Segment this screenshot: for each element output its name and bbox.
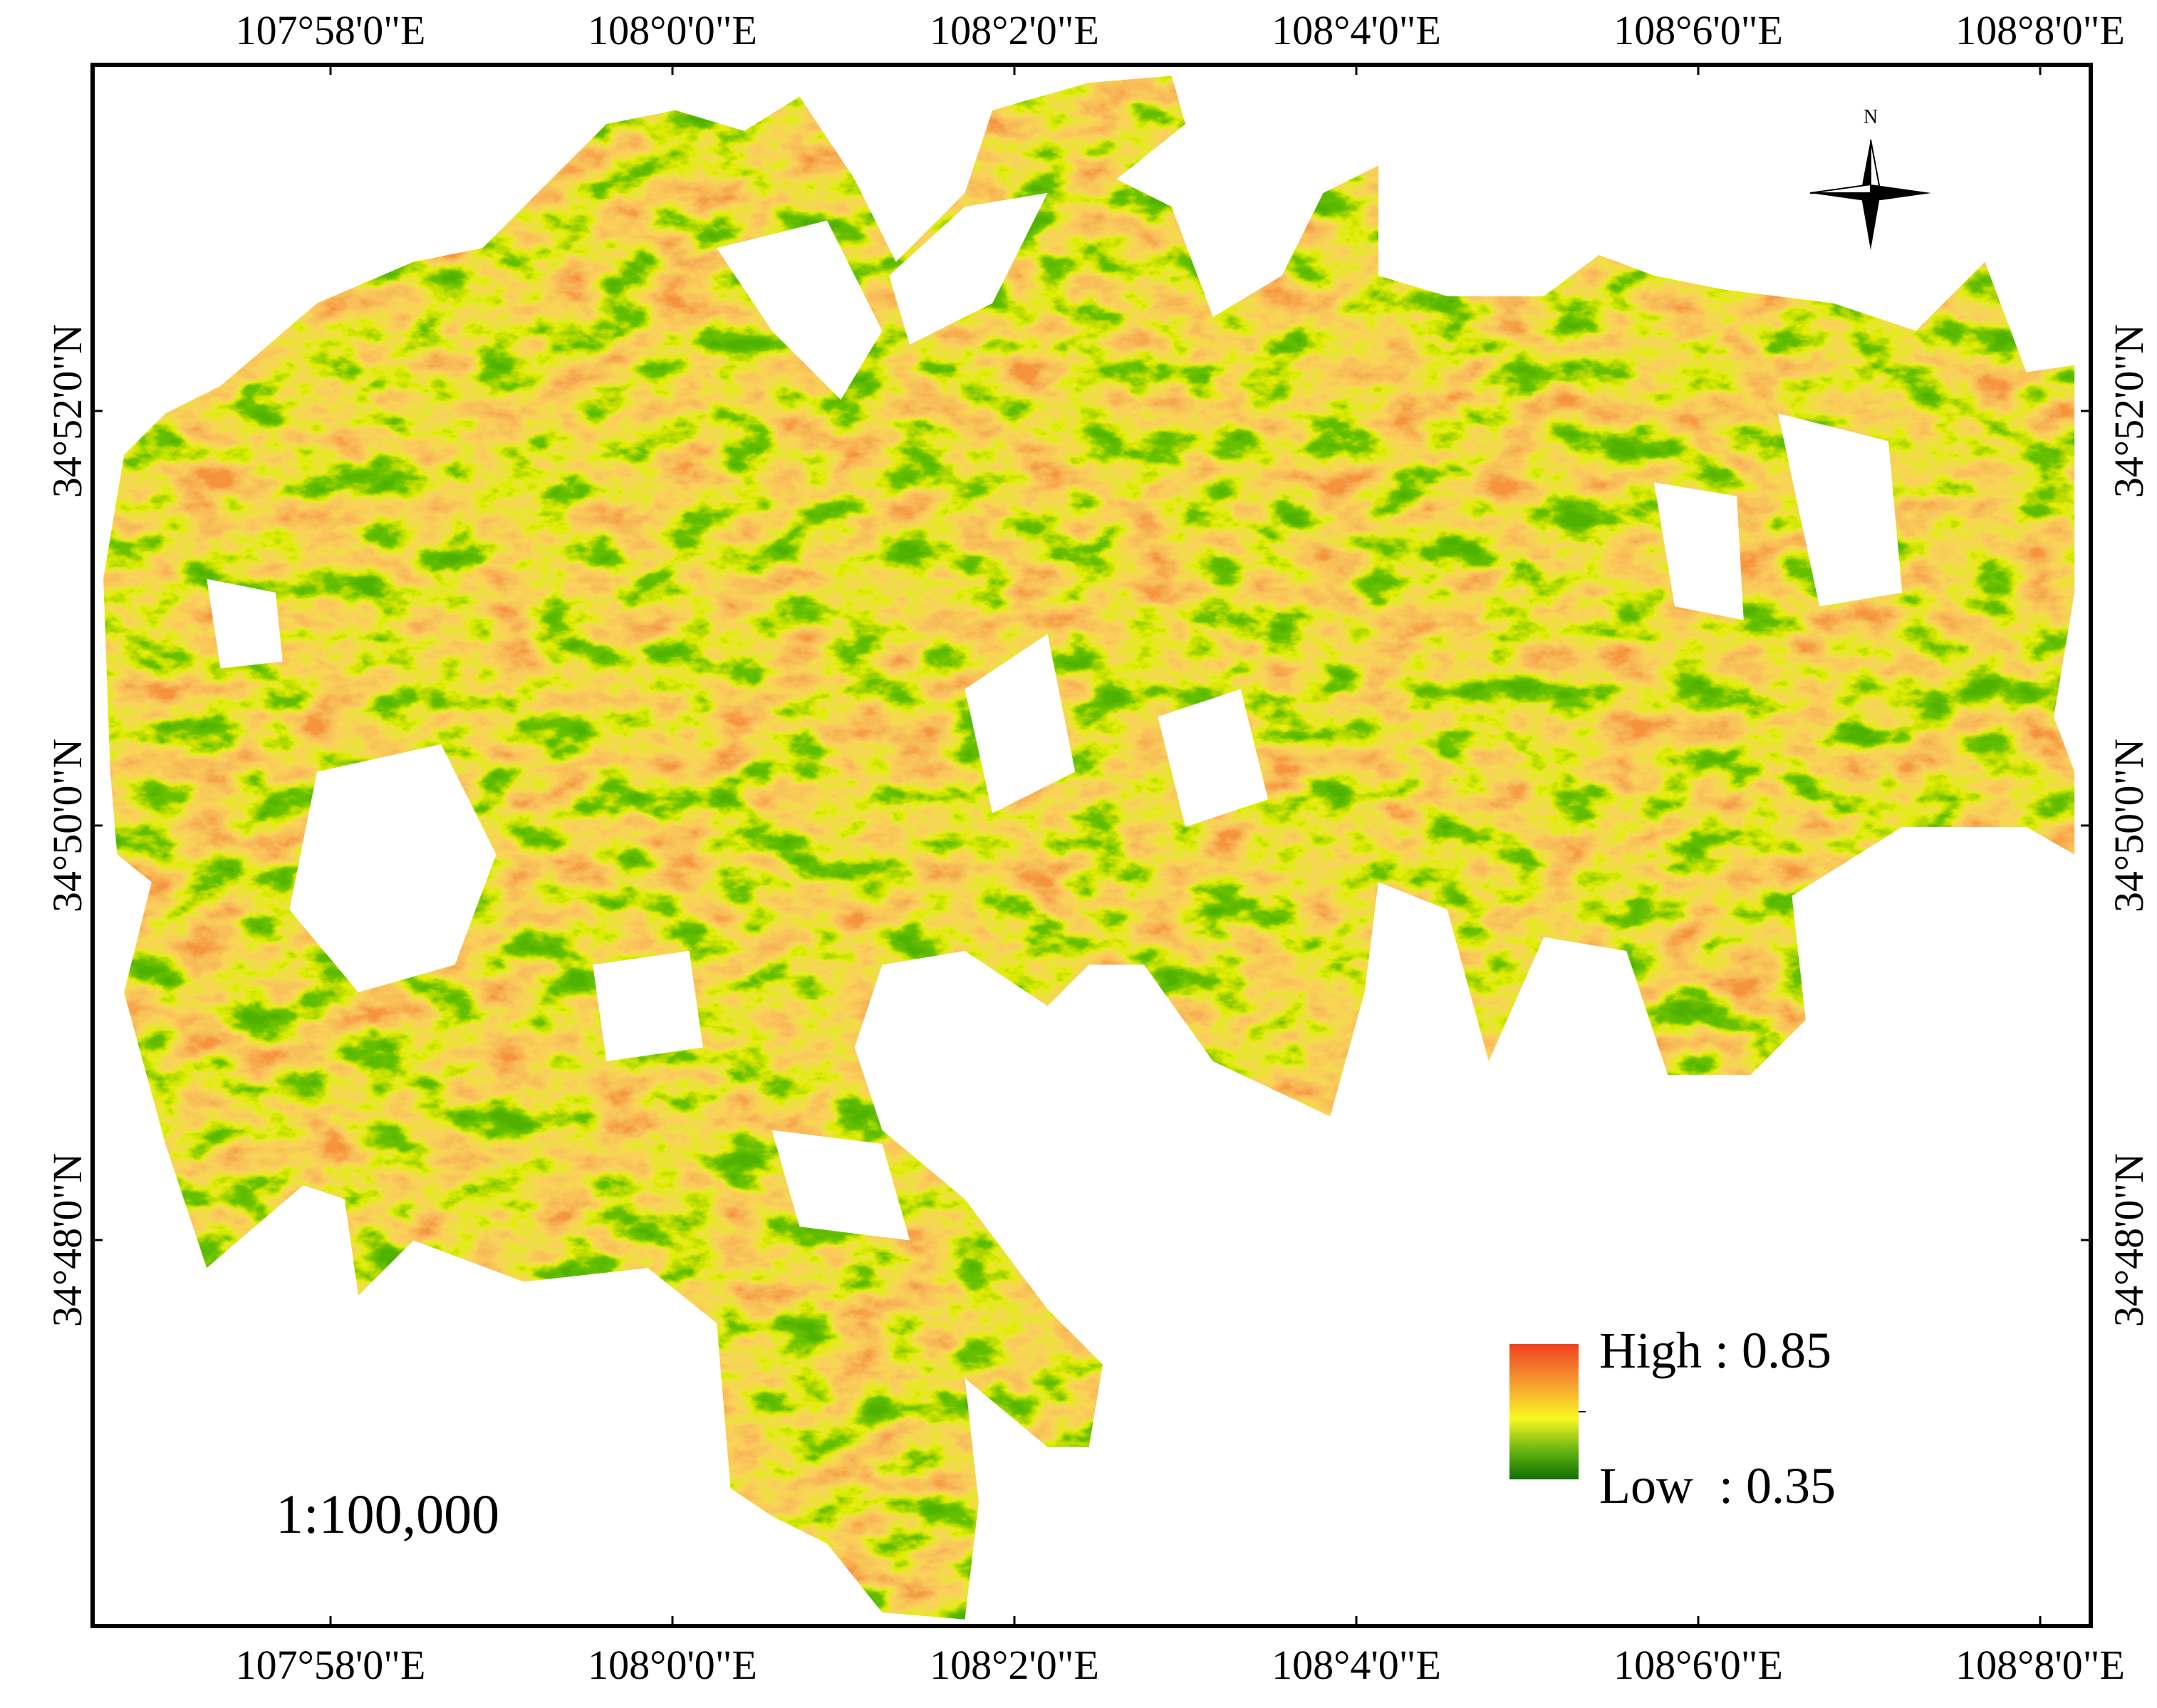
longitude-label: 108°2'0"E (930, 7, 1099, 53)
legend: High : 0.85 Low : 0.35 (1509, 1322, 1836, 1514)
legend-high: High : 0.85 (1599, 1322, 1831, 1379)
latitude-label: 34°48'0"N (2106, 1153, 2152, 1327)
north-label: N (1864, 106, 1878, 128)
longitude-label: 108°4'0"E (1272, 7, 1441, 53)
graticule-ticks (93, 65, 2091, 1626)
latitude-label: 34°52'0"N (2106, 324, 2152, 498)
longitude-label: 108°8'0"E (1955, 7, 2125, 53)
longitude-label: 108°2'0"E (930, 1642, 1099, 1688)
longitude-label: 107°58'0"E (236, 1642, 426, 1688)
latitude-label: 34°50'0"N (2106, 739, 2152, 912)
holes (207, 192, 1903, 1241)
north-arrow: N (1809, 106, 1931, 250)
longitude-label: 108°0'0"E (588, 7, 757, 53)
map-frame (90, 63, 2093, 1628)
longitude-label: 108°8'0"E (1955, 1642, 2125, 1688)
latitude-label: 34°52'0"N (44, 324, 90, 498)
raster-layer (103, 75, 2075, 1620)
latitude-label: 34°48'0"N (44, 1153, 90, 1327)
longitude-label: 108°6'0"E (1613, 7, 1783, 53)
latitude-label: 34°50'0"N (44, 739, 90, 912)
scale-text: 1:100,000 (276, 1483, 499, 1545)
legend-low: Low : 0.35 (1599, 1457, 1836, 1514)
longitude-label: 108°0'0"E (588, 1642, 757, 1688)
coordinate-labels: 107°58'0"E 107°58'0"E 108°0'0"E 108°0'0"E 10… (44, 7, 2152, 1688)
longitude-label: 107°58'0"E (236, 7, 426, 53)
legend-ramp (1509, 1344, 1579, 1479)
longitude-label: 108°6'0"E (1613, 1642, 1783, 1688)
longitude-label: 108°4'0"E (1272, 1642, 1441, 1688)
